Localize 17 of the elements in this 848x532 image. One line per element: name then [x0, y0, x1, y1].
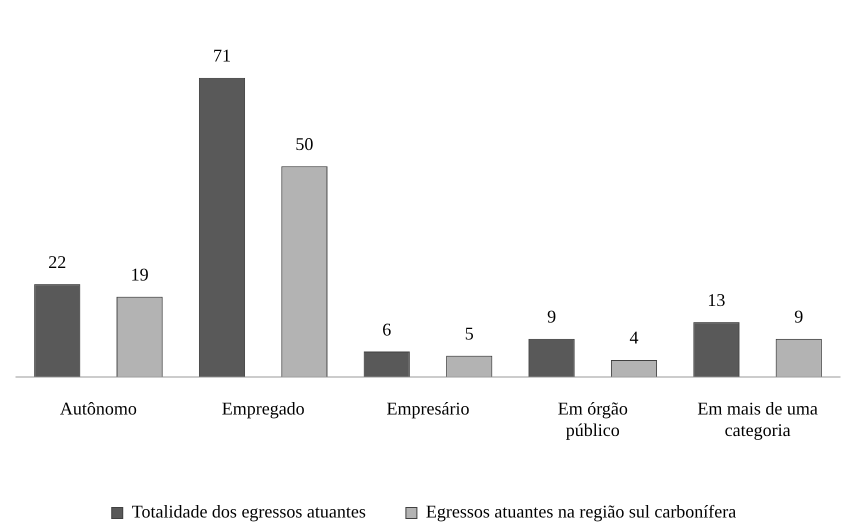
- x-tick-label: Em mais de uma categoria: [697, 398, 818, 440]
- x-tick-label: Autônomo: [60, 398, 137, 418]
- data-label: 19: [130, 264, 149, 285]
- data-label: 5: [464, 323, 474, 344]
- x-tick-label: Empregado: [222, 398, 305, 418]
- data-label: 50: [295, 134, 314, 154]
- data-label: 4: [630, 328, 638, 348]
- data-label: 71: [213, 46, 231, 66]
- legend-label: Egressos atuantes na região sul carbonífera: [426, 502, 736, 522]
- data-label: 9: [794, 306, 804, 327]
- legend-label: Totalidade dos egressos atuantes: [132, 502, 366, 522]
- data-label: 6: [382, 319, 392, 340]
- data-label: 13: [707, 290, 726, 310]
- x-tick-label: Empresário: [386, 398, 470, 418]
- data-label: 22: [48, 252, 66, 272]
- data-label: 9: [547, 306, 556, 327]
- x-tick-label: Em órgão público: [558, 398, 628, 440]
